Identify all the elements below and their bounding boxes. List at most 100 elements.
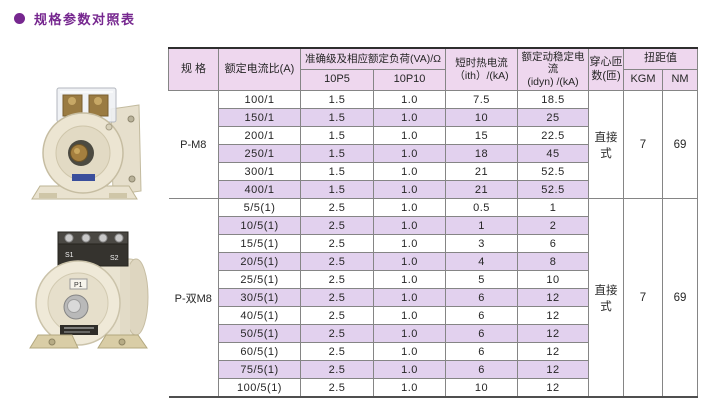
p5-cell: 1.5 [300,126,374,145]
p10-cell: 1.0 [373,360,446,379]
p10-cell: 1.0 [373,216,446,235]
p5-cell: 2.5 [300,234,374,253]
ith-cell: 6 [445,324,518,343]
header-row-2: 10P5 10P10 KGM NM [169,69,698,91]
ith-cell: 6 [445,306,518,325]
p10-cell: 1.0 [373,126,446,145]
ratio-cell: 200/1 [218,126,301,145]
p10-cell: 1.0 [373,108,446,127]
p5-cell: 1.5 [300,162,374,181]
ratio-cell: 400/1 [218,180,301,199]
idyn-cell: 25 [517,108,589,127]
p5-cell: 2.5 [300,270,374,289]
p10-cell: 1.0 [373,342,446,361]
ith-cell: 18 [445,144,518,163]
p10-cell: 1.0 [373,306,446,325]
table-row: 10/5(1) 2.5 1.0 1 2 [169,216,698,235]
col-header-idyn: 额定动稳定电流 (idyn) /(kA) [517,47,589,91]
ith-cell: 1 [445,216,518,235]
table-row: 300/1 1.5 1.0 21 52.5 [169,162,698,181]
terminal-label-s1: S1 [65,252,74,259]
idyn-cell: 52.5 [517,162,589,181]
spec-group-name: P-M8 [168,90,219,199]
idyn-cell: 2 [517,216,589,235]
col-header-accuracy: 准确级及相应额定负荷(VA)/Ω [300,47,446,70]
ith-cell: 15 [445,126,518,145]
ratio-cell: 15/5(1) [218,234,301,253]
p5-cell: 1.5 [300,144,374,163]
idyn-cell: 10 [517,270,589,289]
table-row: 150/1 1.5 1.0 10 25 [169,108,698,127]
section-title-text: 规格参数对照表 [34,12,136,27]
ratio-cell: 50/5(1) [218,324,301,343]
turns-cell: 直接式 [588,90,624,199]
ith-cell: 6 [445,342,518,361]
table-row: 250/1 1.5 1.0 18 45 [169,144,698,163]
idyn-cell: 12 [517,378,589,398]
bullet-icon [14,13,25,24]
idyn-cell: 12 [517,288,589,307]
table-row: 15/5(1) 2.5 1.0 3 6 [169,234,698,253]
p10-cell: 1.0 [373,198,446,217]
idyn-cell: 22.5 [517,126,589,145]
col-header-torque: 扭距值 [623,47,698,70]
ratio-cell: 5/5(1) [218,198,301,217]
p10-cell: 1.0 [373,90,446,109]
p10-cell: 1.0 [373,252,446,271]
p5-cell: 2.5 [300,252,374,271]
col-header-spec: 规 格 [168,47,219,91]
col-header-ith: 短时热电流 （ith）/(kA) [445,47,518,91]
table-row: 100/5(1) 2.5 1.0 10 12 [169,378,698,398]
ith-cell: 6 [445,288,518,307]
col-header-ratio: 额定电流比(A) [218,47,301,91]
table-row: 75/5(1) 2.5 1.0 6 12 [169,360,698,379]
ratio-cell: 300/1 [218,162,301,181]
terminal-label-p1: P1 [74,282,83,289]
ith-cell: 7.5 [445,90,518,109]
p5-cell: 2.5 [300,198,374,217]
spec-table: 规 格 额定电流比(A) 准确级及相应额定负荷(VA)/Ω 短时热电流 （ith… [168,47,698,398]
ratio-cell: 40/5(1) [218,306,301,325]
ratio-cell: 25/5(1) [218,270,301,289]
ratio-cell: 100/1 [218,90,301,109]
ith-cell: 0.5 [445,198,518,217]
idyn-cell: 45 [517,144,589,163]
p10-cell: 1.0 [373,270,446,289]
pm8-illustration [31,87,142,200]
p10-cell: 1.0 [373,324,446,343]
ith-cell: 10 [445,378,518,398]
idyn-cell: 1 [517,198,589,217]
p5-cell: 1.5 [300,180,374,199]
col-header-kgm: KGM [623,69,663,91]
product-photo-pm8 [27,87,142,203]
table-row: P-M8 100/1 1.5 1.0 7.5 18.5 直接式 7 69 [168,90,698,199]
col-header-10p5: 10P5 [300,69,374,91]
p10-cell: 1.0 [373,378,446,398]
nm-cell: 69 [662,198,698,398]
ith-cell: 10 [445,108,518,127]
p5-cell: 2.5 [300,342,374,361]
ith-cell: 5 [445,270,518,289]
col-header-nm: NM [662,69,698,91]
idyn-cell: 12 [517,324,589,343]
p5-cell: 2.5 [300,306,374,325]
p5-cell: 2.5 [300,378,374,398]
idyn-cell: 12 [517,306,589,325]
spec-group-name: P-双M8 [168,198,219,398]
table-row: P-双M8 5/5(1) 2.5 1.0 0.5 1 直接式 7 69 [168,198,698,398]
p5-cell: 1.5 [300,108,374,127]
idyn-cell: 18.5 [517,90,589,109]
p10-cell: 1.0 [373,162,446,181]
turns-cell: 直接式 [588,198,624,398]
terminal-label-s2: S2 [110,255,119,262]
section-title: 规格参数对照表 [14,9,136,28]
idyn-cell: 12 [517,360,589,379]
ratio-cell: 150/1 [218,108,301,127]
ratio-cell: 60/5(1) [218,342,301,361]
ith-cell: 6 [445,360,518,379]
ratio-cell: 20/5(1) [218,252,301,271]
table-row: 20/5(1) 2.5 1.0 4 8 [169,252,698,271]
ratio-cell: 30/5(1) [218,288,301,307]
p5-cell: 2.5 [300,216,374,235]
